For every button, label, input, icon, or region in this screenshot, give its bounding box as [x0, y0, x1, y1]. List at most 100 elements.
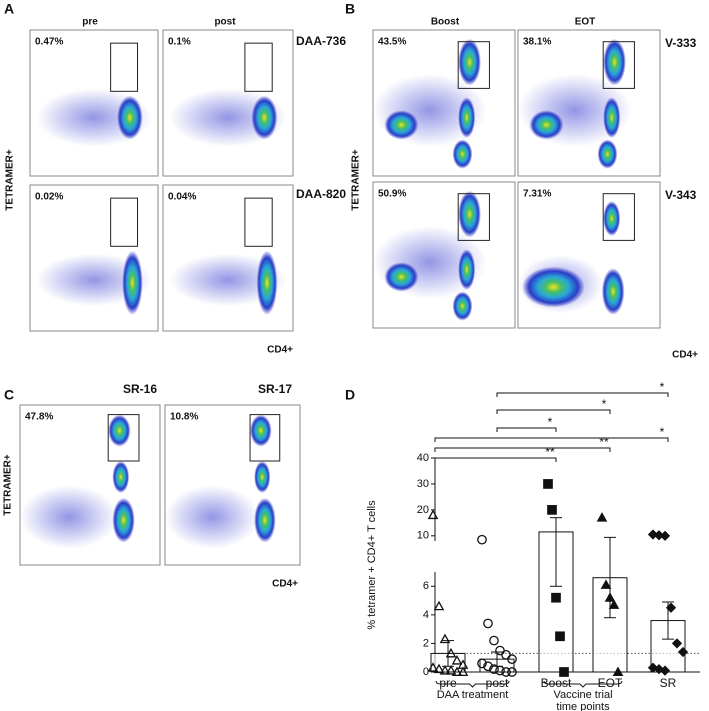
gate [457, 41, 490, 89]
x-tick-label: post [486, 676, 509, 690]
gate [457, 193, 490, 241]
significance-label: * [602, 397, 607, 411]
density [522, 266, 585, 308]
density [601, 268, 625, 315]
x-tick-label: SR [660, 676, 677, 690]
point [659, 530, 671, 541]
point [439, 633, 451, 644]
point [547, 505, 557, 515]
point [439, 665, 451, 675]
density [458, 249, 476, 291]
density [256, 250, 278, 315]
x-tick-label: EOT [598, 676, 623, 690]
gate [110, 197, 139, 247]
column-title: pre [82, 17, 98, 28]
panel-label: D [345, 387, 355, 403]
group-label: Vaccine trial [553, 689, 612, 701]
point [507, 654, 517, 664]
point [659, 665, 671, 676]
density [254, 461, 271, 493]
group-bracket [543, 680, 623, 688]
y-tick-label: 6 [423, 580, 429, 592]
y-tick-label: 30 [417, 478, 429, 490]
y-tick-label: 40 [417, 452, 429, 464]
column-title: post [214, 17, 236, 28]
point [451, 655, 463, 665]
percentage: 43.5% [378, 37, 406, 48]
point [608, 599, 620, 609]
gate [249, 414, 281, 462]
density [122, 250, 143, 315]
significance-label: ** [545, 445, 555, 459]
density [112, 461, 130, 493]
significance-bracket [434, 457, 557, 462]
point [647, 529, 659, 540]
significance-bracket [434, 447, 611, 452]
density [452, 291, 473, 321]
gate [602, 193, 635, 241]
point [501, 667, 511, 677]
row-title: DAA-820 [296, 187, 346, 201]
density [384, 262, 419, 292]
point [612, 666, 624, 677]
density [250, 414, 272, 447]
point [600, 579, 612, 589]
column-title: SR-16 [123, 382, 157, 396]
y-tick-label: 4 [423, 609, 429, 621]
percentage: 0.02% [35, 192, 63, 203]
gate [110, 42, 139, 92]
significance-bracket [496, 427, 557, 432]
y-tick-label: 10 [417, 530, 429, 542]
point [489, 664, 499, 674]
row-title: V-343 [665, 188, 697, 202]
group-bracket [435, 680, 510, 688]
point [671, 638, 683, 649]
percentage: 0.1% [168, 37, 191, 48]
density [597, 139, 618, 169]
density [603, 97, 621, 139]
density [251, 95, 278, 140]
point [489, 635, 499, 646]
x-axis-label: CD4+ [272, 579, 298, 590]
point [427, 509, 439, 520]
density [112, 497, 135, 543]
point [445, 647, 457, 658]
density [603, 200, 621, 237]
significance-label: * [660, 380, 665, 394]
significance-label: * [660, 425, 665, 439]
y-axis-label: TETRAMER+ [5, 149, 16, 211]
point [551, 592, 561, 603]
percentage: 7.31% [523, 189, 551, 200]
significance-label: * [548, 415, 553, 429]
density [603, 38, 626, 86]
density [458, 38, 481, 86]
significance-bracket [496, 392, 669, 397]
point [477, 534, 487, 545]
group-label: time points [556, 701, 610, 711]
density [254, 497, 276, 543]
density [165, 485, 260, 549]
percentage: 0.47% [35, 37, 63, 48]
y-tick-label: 0 [423, 666, 429, 678]
point [457, 666, 469, 677]
gate [107, 414, 140, 462]
column-title: EOT [575, 17, 596, 28]
percentage: 0.04% [168, 192, 196, 203]
percentage: 10.8% [170, 412, 198, 423]
density [108, 414, 131, 447]
point [477, 658, 487, 669]
bar [592, 577, 628, 673]
point [555, 631, 565, 642]
density [20, 485, 118, 549]
x-tick-label: pre [439, 676, 457, 690]
point [433, 663, 445, 674]
x-tick-label: Boost [541, 676, 572, 690]
point [451, 666, 463, 677]
percentage: 38.1% [523, 37, 551, 48]
y-axis-label: TETRAMER+ [351, 149, 362, 211]
panel-label: C [4, 387, 14, 403]
column-title: SR-17 [258, 382, 292, 396]
row-title: V-333 [665, 36, 697, 50]
density [384, 110, 419, 140]
